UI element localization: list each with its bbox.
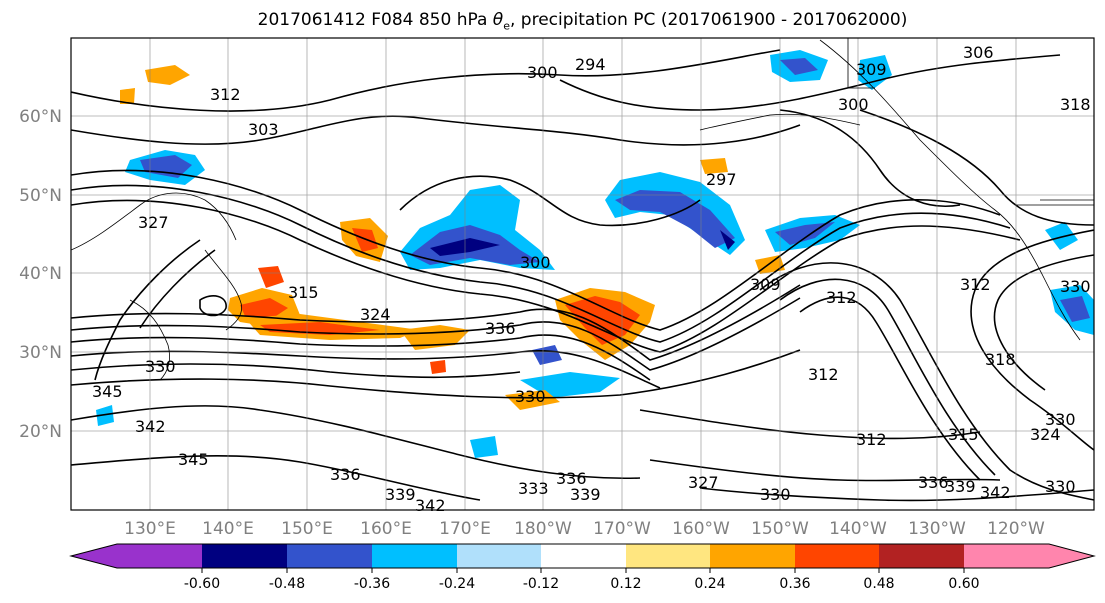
lon-label: 140°W xyxy=(829,519,887,539)
contour-label: 303 xyxy=(248,120,279,139)
contour-label: 312 xyxy=(808,365,839,384)
contour-label: 309 xyxy=(856,60,887,79)
colorbar-outline xyxy=(69,543,1096,569)
lon-label: 130°W xyxy=(908,519,966,539)
colorbar-tick-label: 0.12 xyxy=(610,576,641,592)
lon-label: 140°E xyxy=(202,519,254,539)
lon-label: 180°W xyxy=(514,519,572,539)
latitude-labels: 60°N 50°N 40°N 30°N 20°N xyxy=(19,107,62,442)
contour-label: 294 xyxy=(575,55,606,74)
contour-label: 300 xyxy=(838,95,869,114)
colorbar-segment xyxy=(541,544,626,568)
colorbar-segment xyxy=(117,544,202,568)
lon-label: 150°W xyxy=(751,519,809,539)
contour-label: 306 xyxy=(963,43,994,62)
coastlines xyxy=(71,38,1094,381)
lat-label: 50°N xyxy=(19,186,62,206)
precipitation-shading xyxy=(96,50,1094,458)
contour-label: 312 xyxy=(960,275,991,294)
contour-label: 342 xyxy=(415,496,446,515)
map-frame xyxy=(70,37,1095,511)
contour-label: 312 xyxy=(826,288,857,307)
contour-label: 333 xyxy=(518,479,549,498)
colorbar-tick-label: 0.36 xyxy=(779,576,810,592)
colorbar-tick-label: 0.60 xyxy=(948,576,979,592)
colorbar-tick-label: -0.48 xyxy=(269,576,305,592)
map-title: 2017061412 F084 850 hPa θe, precipitatio… xyxy=(257,10,908,33)
contour-label: 342 xyxy=(135,417,166,436)
lon-label: 150°E xyxy=(281,519,333,539)
contour-label: 324 xyxy=(1030,425,1061,444)
contour-label: 330 xyxy=(515,387,546,406)
lon-label: 120°W xyxy=(987,519,1045,539)
contour-label: 327 xyxy=(688,473,719,492)
contour-label: 315 xyxy=(288,283,319,302)
contour-labels: 306 309 300 294 312 303 297 300 327 315 … xyxy=(92,43,1091,515)
lat-label: 20°N xyxy=(19,422,62,442)
contour-label: 336 xyxy=(485,319,516,338)
colorbar-min-extend xyxy=(71,544,117,568)
colorbar-tick-label: -0.60 xyxy=(184,576,220,592)
contour-label: 330 xyxy=(1045,477,1076,496)
contour-label: 339 xyxy=(570,485,601,504)
contour-label: 297 xyxy=(706,170,737,189)
contour-label: 330 xyxy=(1060,277,1091,296)
lat-label: 30°N xyxy=(19,343,62,363)
colorbar-segment xyxy=(795,544,879,568)
contour-label: 315 xyxy=(948,425,979,444)
contour-label: 318 xyxy=(1060,95,1091,114)
contour-label: 300 xyxy=(527,63,558,82)
lon-label: 160°W xyxy=(672,519,730,539)
contour-label: 330 xyxy=(145,357,176,376)
colorbar-segment xyxy=(287,544,372,568)
colorbar-segment xyxy=(202,544,287,568)
lon-label: 130°E xyxy=(124,519,176,539)
colorbar-ticks xyxy=(201,568,965,573)
colorbar: -0.60 -0.48 -0.36 -0.24 -0.12 0.12 0.24 … xyxy=(69,543,1096,592)
contour-label: 324 xyxy=(360,305,391,324)
contour-label: 336 xyxy=(556,469,587,488)
contour-label: 339 xyxy=(945,477,976,496)
colorbar-max-extend xyxy=(1049,544,1094,568)
colorbar-segment xyxy=(372,544,457,568)
contour-label: 312 xyxy=(210,85,241,104)
colorbar-tick-label: 0.48 xyxy=(863,576,894,592)
colorbar-segment xyxy=(964,544,1049,568)
contour-label: 336 xyxy=(918,473,949,492)
contour-label: 309 xyxy=(750,275,781,294)
contour-label: 312 xyxy=(856,430,887,449)
contour-label: 330 xyxy=(760,485,791,504)
contour-label: 318 xyxy=(985,350,1016,369)
lat-label: 60°N xyxy=(19,107,62,127)
contour-label: 345 xyxy=(92,382,123,401)
contour-label: 330 xyxy=(1045,410,1076,429)
lon-label: 160°E xyxy=(360,519,412,539)
colorbar-segment xyxy=(879,544,964,568)
contour-label: 342 xyxy=(980,483,1011,502)
colorbar-tick-label: 0.24 xyxy=(694,576,725,592)
contour-label: 339 xyxy=(385,485,416,504)
lon-label: 170°E xyxy=(439,519,491,539)
contour-label: 300 xyxy=(520,253,551,272)
graticule xyxy=(71,38,1094,510)
colorbar-tick-label: -0.12 xyxy=(523,576,559,592)
lon-label: 170°W xyxy=(593,519,651,539)
contour-label: 336 xyxy=(330,465,361,484)
longitude-labels: 130°E 140°E 150°E 160°E 170°E 180°W 170°… xyxy=(124,519,1045,539)
contour-label: 327 xyxy=(138,213,169,232)
colorbar-segment xyxy=(710,544,795,568)
contour-label: 345 xyxy=(178,450,209,469)
lat-label: 40°N xyxy=(19,264,62,284)
colorbar-segment xyxy=(626,544,710,568)
colorbar-tick-label: -0.36 xyxy=(354,576,390,592)
colorbar-tick-label: -0.24 xyxy=(439,576,475,592)
colorbar-segment xyxy=(457,544,541,568)
theta-e-contours xyxy=(71,49,1094,502)
